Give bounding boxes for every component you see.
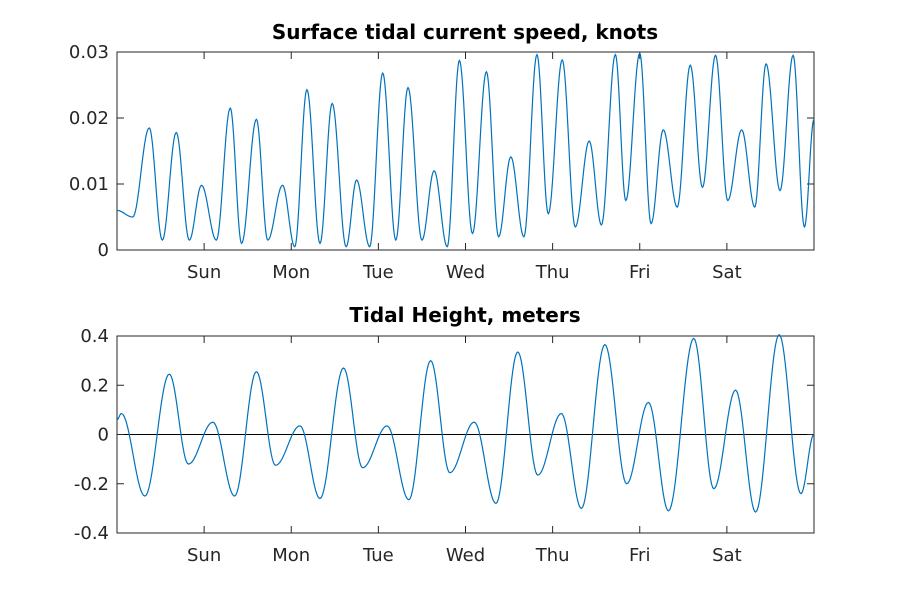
x-tick-label: Mon — [272, 262, 310, 283]
x-tick-labels: Sun Mon Tue Wed Thu Fri Sat — [187, 545, 742, 566]
plot-area — [116, 51, 815, 251]
y-tick-label: 0 — [98, 425, 109, 446]
tick-marks — [117, 335, 814, 534]
chart-title: Surface tidal current speed, knots — [272, 20, 658, 44]
x-tick-label: Tue — [362, 545, 394, 566]
chart-title: Tidal Height, meters — [349, 303, 580, 327]
x-tick-label: Sat — [712, 262, 742, 283]
x-tick-label: Thu — [535, 545, 570, 566]
y-tick-label: 0.02 — [69, 108, 109, 129]
x-tick-label: Thu — [535, 262, 570, 283]
tidal-height-panel: Tidal Height, meters -0.4 -0.2 0 0.2 0.4 Sun… — [74, 303, 815, 566]
y-tick-label: 0 — [98, 240, 109, 261]
y-tick-labels: 0 0.01 0.02 0.03 — [69, 42, 109, 261]
y-tick-label: 0.01 — [69, 174, 109, 195]
tidal-height-line — [116, 333, 815, 513]
x-tick-label: Sun — [187, 545, 221, 566]
tick-marks — [117, 51, 814, 251]
y-tick-labels: -0.4 -0.2 0 0.2 0.4 — [74, 326, 109, 544]
x-tick-label: Sun — [187, 262, 221, 283]
x-tick-label: Mon — [272, 545, 310, 566]
x-tick-label: Wed — [446, 545, 485, 566]
y-tick-label: -0.2 — [74, 474, 109, 495]
x-tick-label: Fri — [629, 262, 650, 283]
x-tick-label: Wed — [446, 262, 485, 283]
x-tick-labels: Sun Mon Tue Wed Thu Fri Sat — [187, 262, 742, 283]
y-tick-label: 0.4 — [80, 326, 109, 347]
x-tick-label: Fri — [629, 545, 650, 566]
current-speed-panel: Surface tidal current speed, knots 0 0.01… — [69, 20, 815, 283]
y-tick-label: 0.2 — [80, 375, 109, 396]
y-tick-label: -0.4 — [74, 523, 109, 544]
x-tick-label: Sat — [712, 545, 742, 566]
current-speed-line — [116, 52, 815, 248]
x-tick-label: Tue — [362, 262, 394, 283]
y-tick-label: 0.03 — [69, 42, 109, 63]
